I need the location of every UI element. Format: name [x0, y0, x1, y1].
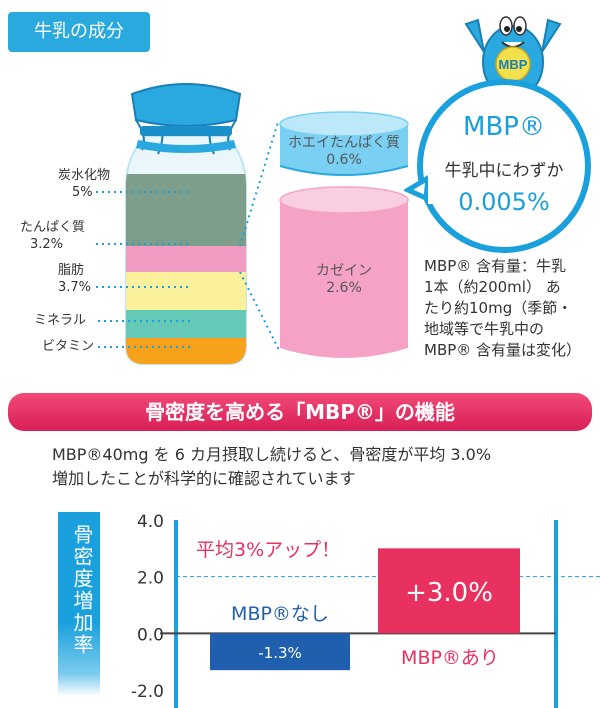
mbp-note: MBP® 含有量：牛乳 1本（約200ml） あ たり約10mg（季節・ 地域等…	[424, 257, 582, 359]
description: MBP®40mg を 6 カ月摂取し続けると、骨密度が平均 3.0% 増加したこ…	[52, 445, 492, 488]
layer-mineral	[126, 310, 246, 338]
category-label: MBP®あり	[401, 647, 499, 669]
bar-1	[378, 548, 520, 634]
layer-carbohydrate	[126, 174, 246, 246]
mbp-percent: 0.005%	[458, 188, 550, 216]
y-tick-label: 2.0	[137, 569, 164, 589]
casein-label: カゼイン 2.6%	[316, 263, 372, 296]
chart-annotation: 平均3%アップ！	[196, 539, 340, 561]
mascot-badge-label: MBP	[499, 57, 528, 72]
section-tag: 牛乳の成分	[8, 12, 150, 52]
layer-label-carbohydrate: 炭水化物 5%	[58, 168, 111, 200]
layer-vitamin	[126, 338, 246, 364]
mbp-subtitle: 牛乳中にわずか	[444, 161, 564, 181]
layer-label-fat: 脂肪 3.7%	[58, 263, 92, 295]
bar-value-label: +3.0%	[405, 578, 493, 608]
bar-value-label: -1.3%	[258, 644, 302, 662]
y-axis-label: 骨密度増加率	[70, 524, 94, 656]
layer-fat	[126, 272, 246, 310]
layer-label-mineral: ミネラル	[34, 313, 87, 328]
bar-0	[210, 633, 350, 671]
protein-cylinders	[279, 111, 409, 358]
layer-label-vitamin: ビタミン	[42, 339, 95, 354]
bone-density-chart: 4.0 2.0 0.0 -2.0 -1.3% +3.0% MBP®なし MBP®あり 平均3…	[131, 512, 600, 708]
y-axis-label-column: 骨密度増加率	[58, 512, 100, 696]
layer-label-protein: たんぱく質 3.2%	[20, 220, 86, 252]
layer-protein	[126, 246, 246, 272]
y-tick-label: -2.0	[131, 682, 164, 702]
mbp-title: MBP®	[463, 112, 545, 142]
y-tick-label: 0.0	[137, 625, 164, 645]
whey-label: ホエイたんぱく質 0.6%	[288, 135, 400, 168]
y-tick-label: 4.0	[137, 512, 164, 532]
leader-lines	[96, 121, 281, 353]
section-banner: 骨密度を高める「MBP®」の機能	[8, 393, 592, 431]
category-label: MBP®なし	[231, 603, 329, 625]
mbp-bubble	[404, 79, 591, 253]
